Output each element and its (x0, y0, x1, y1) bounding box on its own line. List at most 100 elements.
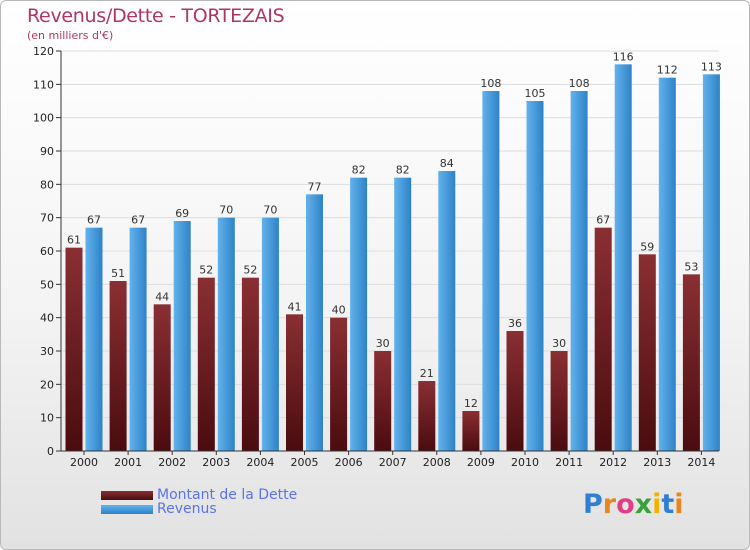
x-tick-label-2007: 2007 (379, 456, 407, 469)
bars (65, 64, 720, 452)
data-label-revenue-2012: 116 (613, 50, 634, 63)
x-tick-label-2002: 2002 (158, 456, 186, 469)
x-tick-label-2014: 2014 (687, 456, 715, 469)
legend-item-revenue: Revenus (101, 501, 217, 517)
bar-debt-2006 (330, 317, 348, 451)
data-label-revenue-2008: 84 (440, 157, 454, 170)
logo-letter: o (616, 489, 635, 520)
data-label-revenue-2009: 108 (480, 77, 501, 90)
legend-item-debt: Montant de la Dette (101, 487, 297, 503)
data-label-revenue-2013: 112 (657, 64, 678, 77)
bar-revenue-2008 (438, 171, 456, 451)
data-label-revenue-2000: 67 (87, 214, 101, 227)
data-label-revenue-2004: 70 (263, 204, 277, 217)
bar-debt-2003 (197, 277, 215, 451)
data-label-revenue-2002: 69 (175, 207, 189, 220)
y-tick-label: 50 (40, 278, 54, 291)
data-label-revenue-2003: 70 (219, 204, 233, 217)
data-labels: 61 67 51 67 44 69 52 70 52 70 41 77 40 82 30 82 21 84 12 10… (67, 50, 722, 410)
data-label-revenue-2001: 67 (131, 214, 145, 227)
logo-letter: i (652, 489, 662, 520)
legend-label-revenue: Revenus (157, 501, 217, 517)
legend-swatch-revenue (101, 504, 153, 514)
bar-revenue-2012 (614, 64, 632, 452)
data-label-revenue-2007: 82 (396, 164, 410, 177)
bar-debt-2013 (638, 254, 656, 451)
bar-revenue-2003 (217, 217, 235, 451)
data-label-debt-2002: 44 (155, 290, 169, 303)
y-tick-label: 40 (40, 312, 54, 325)
bar-revenue-2010 (526, 101, 544, 451)
y-tick-label: 110 (33, 78, 54, 91)
data-label-debt-2012: 67 (596, 214, 610, 227)
x-tick-label-2001: 2001 (114, 456, 142, 469)
y-tick-label: 0 (47, 445, 54, 458)
data-label-debt-2007: 30 (376, 337, 390, 350)
logo-letter: x (634, 489, 653, 520)
bar-revenue-2009 (482, 91, 500, 451)
y-tick-label: 100 (33, 112, 54, 125)
data-label-debt-2011: 30 (552, 337, 566, 350)
bar-revenue-2000 (85, 227, 103, 451)
axes: 0 10 20 30 40 50 60 70 80 90 100 110 120 2000 2001 2002… (33, 45, 719, 469)
data-label-debt-2001: 51 (111, 267, 125, 280)
bar-debt-2012 (594, 227, 612, 451)
bar-revenue-2011 (570, 91, 588, 451)
data-label-debt-2008: 21 (420, 367, 434, 380)
data-label-revenue-2006: 82 (352, 164, 366, 177)
bar-revenue-2013 (658, 77, 676, 452)
bar-revenue-2014 (702, 74, 720, 451)
x-tick-label-2010: 2010 (511, 456, 539, 469)
data-label-debt-2014: 53 (684, 260, 698, 273)
bar-debt-2000 (65, 247, 83, 451)
data-label-debt-2006: 40 (332, 304, 346, 317)
x-tick-label-2003: 2003 (202, 456, 230, 469)
x-tick-label-2013: 2013 (643, 456, 671, 469)
data-label-debt-2013: 59 (640, 240, 654, 253)
chart-subtitle: (en milliers d'€) (27, 29, 114, 42)
bar-revenue-2004 (261, 217, 279, 451)
bar-debt-2005 (286, 314, 303, 451)
x-tick-label-2012: 2012 (599, 456, 627, 469)
bar-debt-2009 (462, 411, 480, 451)
data-label-revenue-2014: 113 (701, 60, 722, 73)
data-label-debt-2005: 41 (288, 300, 302, 313)
data-label-revenue-2005: 77 (308, 180, 322, 193)
bar-debt-2008 (418, 381, 436, 451)
bar-debt-2011 (550, 351, 568, 451)
bar-revenue-2001 (129, 227, 147, 451)
data-label-debt-2010: 36 (508, 317, 522, 330)
data-label-revenue-2010: 105 (525, 87, 546, 100)
y-tick-label: 10 (40, 412, 54, 425)
data-label-debt-2003: 52 (199, 264, 213, 277)
bar-debt-2002 (153, 304, 171, 451)
proxiti-logo: Proxiti (583, 489, 684, 520)
y-tick-label: 90 (40, 145, 54, 158)
data-label-debt-2004: 52 (243, 264, 257, 277)
y-tick-label: 60 (40, 245, 54, 258)
bar-debt-2001 (109, 281, 127, 451)
x-tick-label-2008: 2008 (423, 456, 451, 469)
logo-letter: P (583, 489, 603, 520)
bar-revenue-2005 (306, 194, 323, 452)
bar-debt-2014 (682, 274, 700, 451)
x-tick-label-2006: 2006 (335, 456, 363, 469)
y-tick-label: 70 (40, 212, 54, 225)
data-label-debt-2000: 61 (67, 234, 81, 247)
x-tick-label-2009: 2009 (467, 456, 495, 469)
bar-revenue-2006 (350, 177, 368, 451)
y-tick-label: 20 (40, 378, 54, 391)
legend-label-debt: Montant de la Dette (157, 487, 298, 503)
y-tick-label: 120 (33, 45, 54, 58)
legend-swatch-debt (101, 490, 153, 500)
bar-revenue-2002 (173, 221, 191, 451)
x-tick-label-2011: 2011 (555, 456, 583, 469)
x-tick-label-2004: 2004 (246, 456, 274, 469)
bar-revenue-2007 (394, 177, 412, 451)
y-tick-label: 80 (40, 178, 54, 191)
x-tick-label-2005: 2005 (291, 456, 319, 469)
x-tick-label-2000: 2000 (70, 456, 98, 469)
logo-letter: i (674, 489, 684, 520)
